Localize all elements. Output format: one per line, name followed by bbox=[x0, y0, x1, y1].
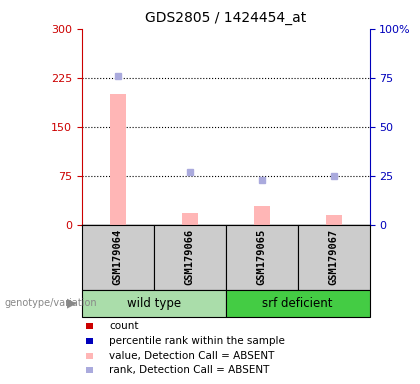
Text: GSM179064: GSM179064 bbox=[113, 229, 123, 285]
Bar bbox=[110, 94, 126, 225]
Text: rank, Detection Call = ABSENT: rank, Detection Call = ABSENT bbox=[109, 365, 270, 375]
Text: value, Detection Call = ABSENT: value, Detection Call = ABSENT bbox=[109, 351, 275, 361]
Bar bbox=[298, 225, 370, 290]
Text: GSM179067: GSM179067 bbox=[328, 229, 339, 285]
Text: percentile rank within the sample: percentile rank within the sample bbox=[109, 336, 285, 346]
Text: srf deficient: srf deficient bbox=[262, 297, 333, 310]
Text: wild type: wild type bbox=[127, 297, 181, 310]
Bar bbox=[226, 225, 298, 290]
Title: GDS2805 / 1424454_at: GDS2805 / 1424454_at bbox=[145, 11, 306, 25]
Bar bbox=[326, 215, 341, 225]
Text: GSM179066: GSM179066 bbox=[185, 229, 195, 285]
Text: ▶: ▶ bbox=[67, 297, 76, 310]
Bar bbox=[254, 206, 270, 225]
Bar bbox=[82, 225, 154, 290]
Text: count: count bbox=[109, 321, 139, 331]
Text: GSM179065: GSM179065 bbox=[257, 229, 267, 285]
Bar bbox=[226, 290, 370, 317]
Bar bbox=[154, 225, 226, 290]
Text: genotype/variation: genotype/variation bbox=[4, 298, 97, 308]
Bar bbox=[182, 213, 198, 225]
Bar bbox=[82, 290, 226, 317]
